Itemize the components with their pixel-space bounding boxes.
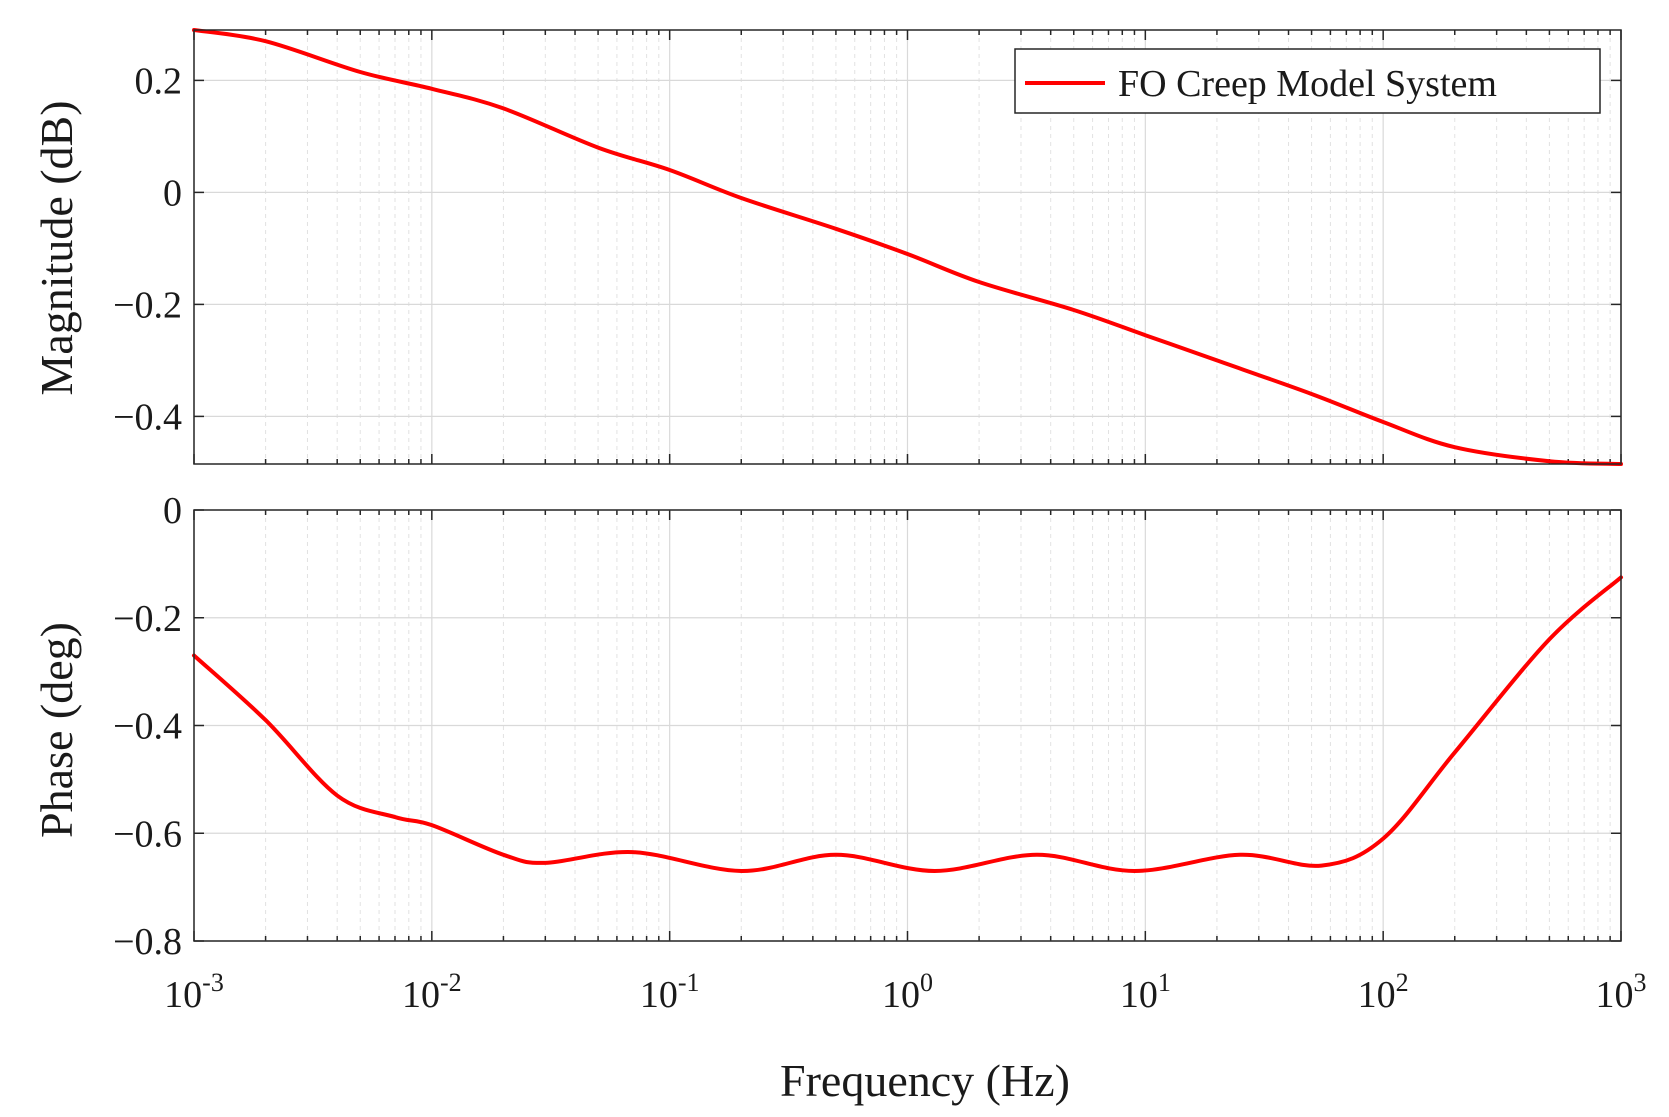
phase-y-axis-label: Phase (deg) <box>31 622 82 838</box>
phase-panel: 0 −0.2 −0.4 −0.6 −0.8 10-3 10-2 10-1 100 101 102 10… <box>113 490 1646 1016</box>
legend-box <box>1014 48 1601 114</box>
phase-series-line <box>192 575 1623 873</box>
legend: FO Creep Model System <box>1014 48 1601 114</box>
legend-entry-label: FO Creep Model System <box>1118 63 1497 105</box>
x-tick-label: 10-2 <box>402 968 462 1016</box>
phase-axes-frame <box>193 509 1622 942</box>
y-tick-label: −0.2 <box>113 598 182 640</box>
x-tick-label: 10-1 <box>640 968 700 1016</box>
y-tick-label: −0.8 <box>113 921 182 963</box>
y-tick-label: −0.6 <box>113 813 182 855</box>
x-tick-label: 100 <box>882 968 933 1016</box>
magnitude-axes-frame <box>193 29 1622 465</box>
x-tick-label: 101 <box>1120 968 1171 1016</box>
x-axis-label: Frequency (Hz) <box>780 1055 1070 1106</box>
magnitude-y-axis-label: Magnitude (dB) <box>31 100 82 395</box>
y-tick-label: 0 <box>163 490 182 532</box>
y-tick-label: −0.4 <box>113 396 182 438</box>
x-tick-label: 103 <box>1596 968 1647 1016</box>
y-tick-label: −0.4 <box>113 706 182 748</box>
magnitude-series-line <box>192 28 1623 466</box>
y-tick-label: 0 <box>163 172 182 214</box>
y-tick-label: −0.2 <box>113 284 182 326</box>
x-tick-label: 102 <box>1358 968 1409 1016</box>
y-tick-label: 0.2 <box>135 60 183 102</box>
x-tick-label: 10-3 <box>164 968 224 1016</box>
